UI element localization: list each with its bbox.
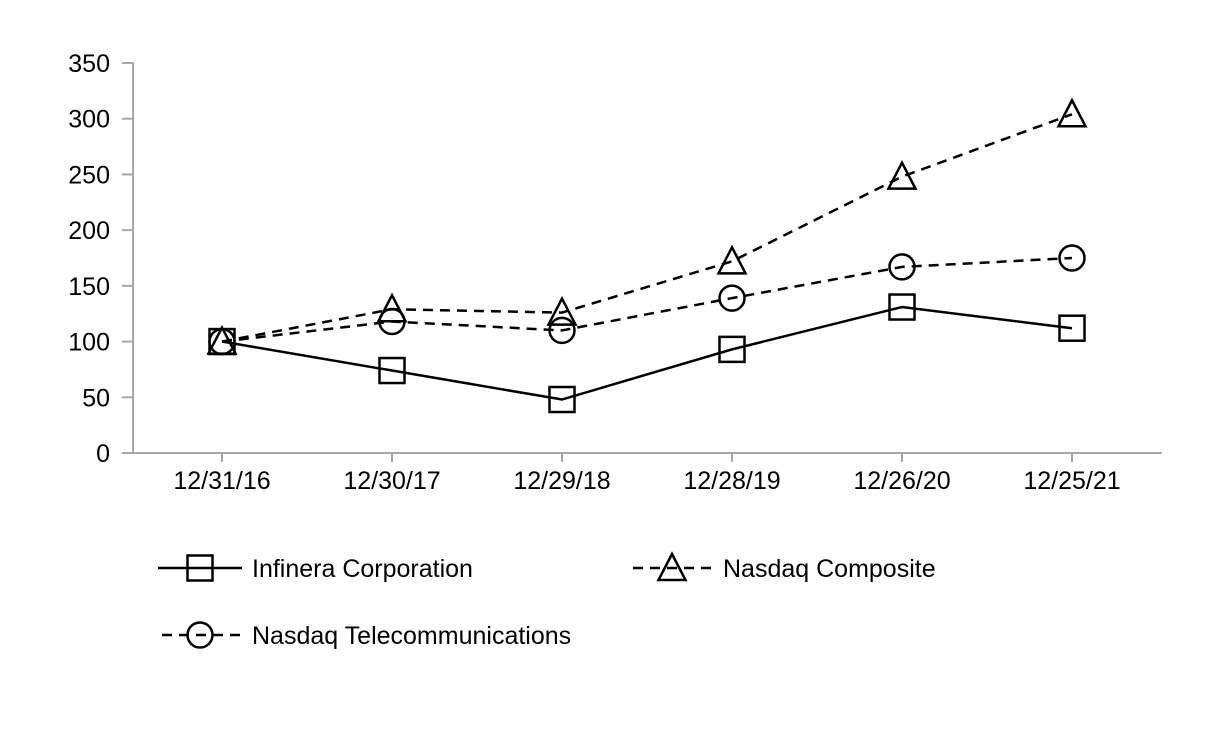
legend-circle-marker (186, 621, 214, 649)
x-axis-tick-label: 12/28/19 (683, 467, 780, 495)
legend-label: Infinera Corporation (252, 555, 473, 583)
series-line-infinera-corporation (221, 305, 1073, 401)
legend-square-marker (186, 554, 214, 582)
y-axis-tick-label: 50 (82, 384, 110, 412)
legend-label: Nasdaq Telecommunications (252, 622, 571, 650)
triangle-marker (716, 244, 748, 275)
x-axis-tick-label: 12/31/16 (173, 467, 270, 495)
circle-marker (1058, 244, 1086, 272)
circle-marker (888, 253, 916, 281)
series-line-nasdaq-composite (221, 113, 1073, 343)
square-marker (378, 356, 406, 385)
x-axis-tick-label: 12/29/18 (513, 467, 610, 495)
y-axis-tick-label: 350 (68, 50, 110, 78)
y-axis-tick-label: 0 (96, 440, 110, 468)
triangle-marker (886, 159, 918, 190)
circle-marker (208, 327, 236, 356)
square-marker (718, 335, 746, 364)
y-axis-tick-label: 150 (68, 273, 110, 301)
circle-marker (378, 307, 406, 336)
y-axis-tick-label: 300 (68, 106, 110, 134)
x-axis-tick-label: 12/25/21 (1023, 467, 1120, 495)
x-axis-tick-label: 12/26/20 (853, 467, 950, 495)
legend-triangle-marker (656, 551, 688, 582)
triangle-marker (546, 295, 578, 326)
y-axis-tick-label: 200 (68, 217, 110, 245)
series-line-nasdaq-telecommunications (221, 256, 1073, 343)
square-marker (1058, 314, 1086, 342)
x-axis-tick-label: 12/30/17 (343, 467, 440, 495)
square-marker (548, 385, 576, 414)
legend-label: Nasdaq Composite (723, 555, 936, 583)
circle-marker (548, 316, 576, 345)
square-marker (888, 293, 916, 321)
triangle-marker (1056, 97, 1088, 128)
y-axis-tick-label: 250 (68, 161, 110, 189)
y-axis-tick-label: 100 (68, 329, 110, 357)
triangle-marker (376, 292, 408, 323)
circle-marker (718, 284, 746, 312)
